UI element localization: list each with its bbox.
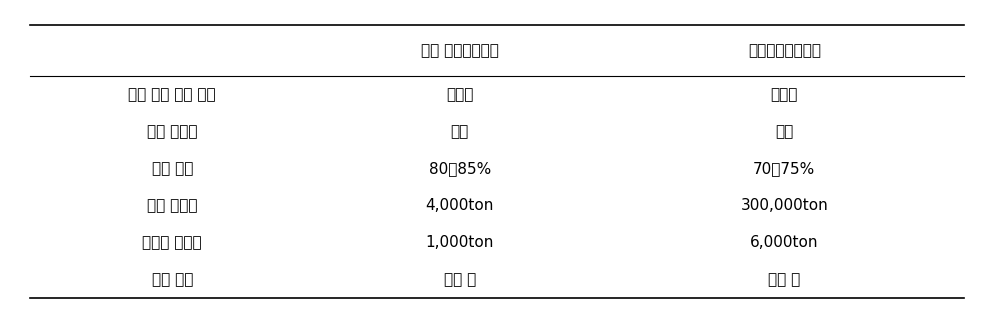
Text: 300,000ton: 300,000ton [741, 198, 828, 213]
Text: 6,000ton: 6,000ton [750, 235, 819, 250]
Text: 1,000ton: 1,000ton [425, 235, 494, 250]
Text: 사과박 생산량: 사과박 생산량 [142, 235, 202, 250]
Text: 사과 주스 착즘 과정: 사과 주스 착즘 과정 [128, 87, 216, 102]
Text: 4,000ton: 4,000ton [425, 198, 494, 213]
Text: 압착식: 압착식 [446, 87, 473, 102]
Text: 없음: 없음 [775, 124, 793, 139]
Text: 사과 품종: 사과 품종 [152, 272, 193, 287]
Text: 압착식: 압착식 [770, 87, 798, 102]
Text: 80～85%: 80～85% [428, 161, 491, 176]
Text: 홍로 외: 홍로 외 [443, 272, 476, 287]
Text: 부사 외: 부사 외 [768, 272, 800, 287]
Text: 경북능금협동조합: 경북능금협동조합 [747, 43, 821, 58]
Text: 70～75%: 70～75% [753, 161, 815, 176]
Text: 충북 원예협동조합: 충북 원예협동조합 [420, 43, 499, 58]
Text: 수분 함량: 수분 함량 [152, 161, 193, 176]
Text: 사과 처리량: 사과 처리량 [147, 198, 198, 213]
Text: 있음: 있음 [450, 124, 469, 139]
Text: 중간 열처리: 중간 열처리 [147, 124, 198, 139]
